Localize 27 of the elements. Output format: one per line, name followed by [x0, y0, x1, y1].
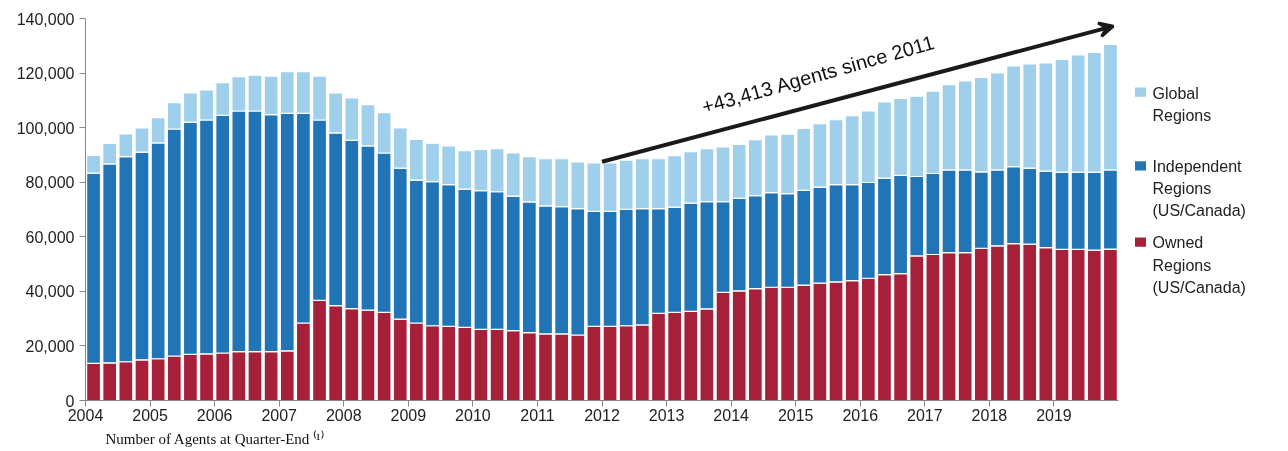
x-tick-label: 2014	[713, 406, 750, 424]
legend-label: Independent Regions (US/Canada)	[1152, 158, 1246, 220]
x-tick-label: 2006	[196, 406, 233, 424]
y-tick-label: 120,000	[16, 65, 75, 83]
legend-label: Global Regions	[1152, 84, 1212, 124]
x-tick-label: 2016	[842, 406, 879, 424]
x-tick-label: 2012	[584, 406, 620, 424]
x-tick-label: 2009	[390, 406, 427, 424]
x-tick-label: 2017	[907, 406, 943, 424]
x-tick-label: 2015	[777, 406, 814, 424]
x-tick-label: 2019	[1036, 406, 1072, 424]
x-tick-label: 2008	[325, 406, 362, 424]
text: Number of Agents at Quarter-End ⁽¹⁾	[105, 429, 324, 447]
y-tick-label: 140,000	[16, 10, 75, 28]
y-tick-label: 20,000	[25, 337, 75, 355]
y-tick-label: 40,000	[25, 283, 75, 301]
x-tick-label: 2010	[455, 406, 491, 424]
y-tick-label: 100,000	[16, 119, 75, 137]
y-tick-label: 80,000	[25, 174, 75, 192]
x-tick-label: 2018	[971, 406, 1008, 424]
x-tick-label: 2011	[520, 406, 555, 424]
x-tick-label: 2013	[648, 406, 685, 424]
x-tick-label: 2007	[261, 406, 298, 424]
y-tick-label: 60,000	[25, 228, 75, 246]
x-tick-label: 2005	[132, 406, 168, 424]
annotation: +43,413 Agents since 2011	[699, 31, 937, 118]
legend-label: Owned Regions (US/Canada)	[1152, 234, 1246, 296]
